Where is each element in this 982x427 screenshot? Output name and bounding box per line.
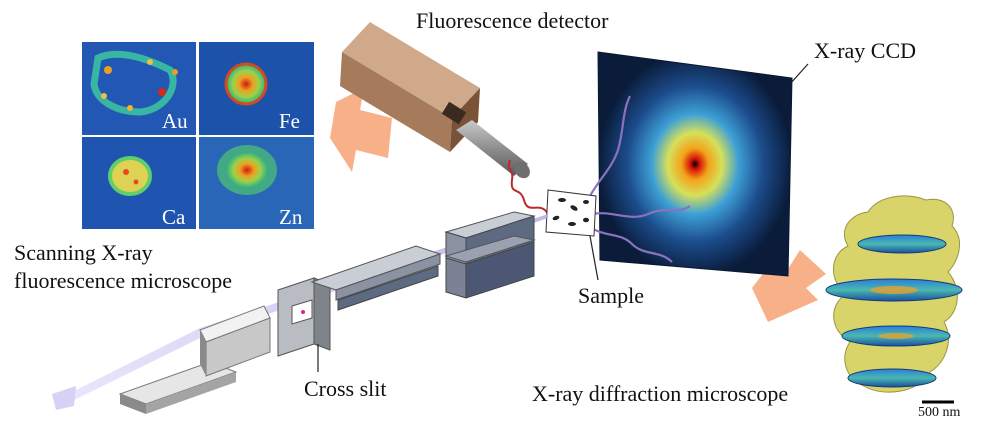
label-scale-bar: 500 nm xyxy=(918,405,961,420)
cross-slit xyxy=(277,277,331,372)
xdm-reconstruction xyxy=(825,195,963,393)
mirror-box-1 xyxy=(310,245,442,311)
map-label-au: Au xyxy=(162,109,188,133)
element-map-grid: Au Fe Ca Zn xyxy=(80,40,316,230)
label-cross-slit: Cross slit xyxy=(304,376,387,401)
xray-ccd xyxy=(597,51,809,277)
label-sxfm-line1: Scanning X-ray xyxy=(14,240,153,265)
fluorescence-wave xyxy=(507,159,549,215)
label-fluorescence-detector: Fluorescence detector xyxy=(416,8,609,33)
label-sxfm-line2: fluorescence microscope xyxy=(14,268,233,293)
map-label-ca: Ca xyxy=(162,205,186,229)
map-label-fe: Fe xyxy=(279,109,300,133)
label-xray-ccd: X-ray CCD xyxy=(814,38,917,63)
sample xyxy=(545,189,599,281)
label-xdm: X-ray diffraction microscope xyxy=(532,381,789,406)
au-signal xyxy=(90,50,178,116)
label-sample: Sample xyxy=(578,283,644,308)
mirror-box-2 xyxy=(444,211,536,299)
fluorescence-arrow xyxy=(330,88,392,172)
scatter-waves xyxy=(587,95,691,263)
map-label-zn: Zn xyxy=(279,205,303,229)
fluorescence-detector xyxy=(340,22,530,179)
vertical-mirror xyxy=(199,305,271,377)
